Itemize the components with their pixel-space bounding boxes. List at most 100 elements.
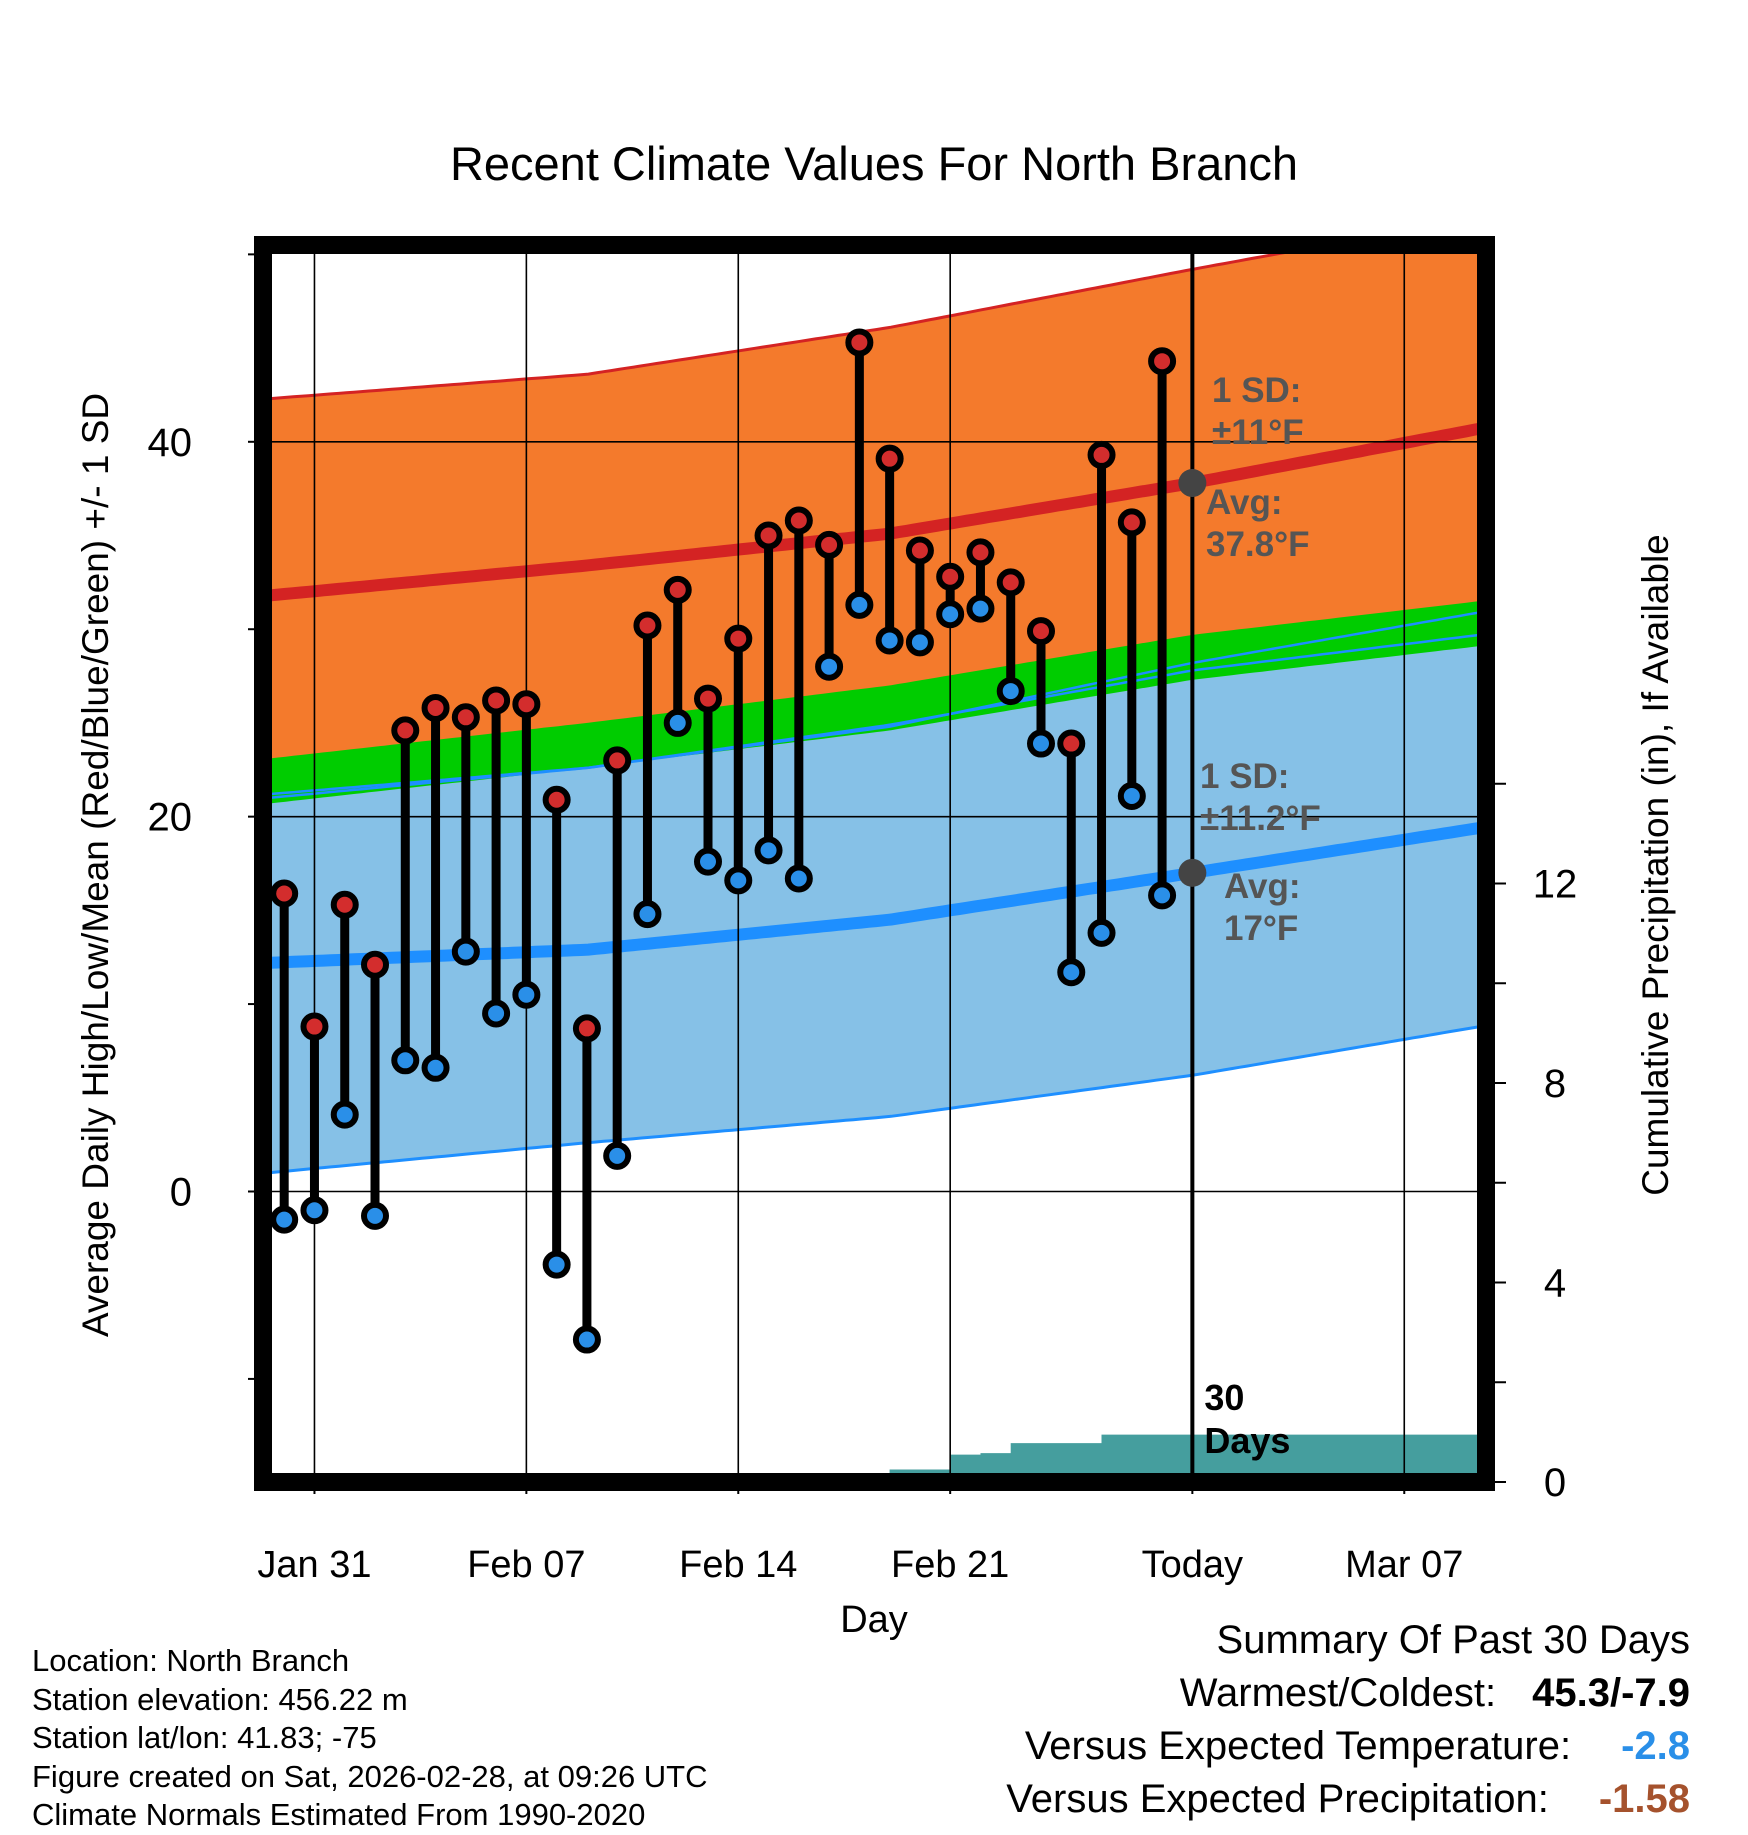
temp-row: Versus Expected Temperature: -2.8 (1006, 1724, 1690, 1777)
daily-high-point (1117, 508, 1146, 537)
x-tick-label: Feb 14 (679, 1544, 797, 1586)
daily-high-point (633, 611, 662, 640)
x-axis-label: Day (840, 1599, 908, 1641)
daily-high-point (482, 686, 511, 715)
daily-low-point (996, 677, 1025, 706)
high-avg-marker (1178, 469, 1207, 498)
daily-high-point (694, 684, 723, 713)
daily-high-point (542, 785, 571, 814)
daily-low-point (542, 1250, 571, 1279)
daily-high-point (572, 1014, 601, 1043)
daily-high-point (996, 568, 1025, 597)
high-avg-label-line-1: Avg: (1206, 483, 1282, 522)
daily-high-point (330, 890, 359, 919)
y2-tick-label: 0 (1544, 1461, 1566, 1505)
daily-high-point (784, 506, 813, 535)
y2-tick-label: 12 (1533, 862, 1578, 906)
daily-low-point (936, 600, 965, 629)
low-lower-sd-line (263, 1024, 1482, 1175)
low-avg-marker (1178, 858, 1207, 887)
today-days-number: 30 (1204, 1377, 1244, 1418)
daily-low-point (875, 626, 904, 655)
low-avg-label-line-2: 17°F (1224, 909, 1298, 948)
high-avg-label-line-2: 37.8°F (1206, 525, 1310, 564)
daily-low-point (966, 594, 995, 623)
daily-low-point (512, 980, 541, 1009)
daily-high-point (1148, 347, 1177, 376)
daily-low-point (633, 900, 662, 929)
daily-low-point (300, 1196, 329, 1225)
daily-high-point (1087, 440, 1116, 469)
plot-frame (254, 236, 1495, 1491)
daily-low-point (572, 1325, 601, 1354)
warm-cold-label: Warmest/Coldest: (1179, 1671, 1497, 1715)
daily-high-point (875, 444, 904, 473)
daily-high-point (300, 1012, 329, 1041)
daily-low-point (1057, 958, 1086, 987)
today-days-word: Days (1204, 1420, 1290, 1461)
x-tick-label: Mar 07 (1345, 1544, 1463, 1586)
daily-low-point (391, 1046, 420, 1075)
x-tick-label: Jan 31 (257, 1544, 371, 1586)
temp-label: Versus Expected Temperature: (1024, 1724, 1572, 1768)
mean-normal-band (263, 600, 1482, 805)
warm-cold-row: Warmest/Coldest: 45.3/-7.9 (1006, 1671, 1690, 1724)
high-sd-label-line-2: ±11°F (1212, 413, 1304, 452)
created-text: Figure created on Sat, 2026-02-28, at 09… (32, 1758, 708, 1794)
daily-low-point (330, 1100, 359, 1129)
daily-low-point (815, 652, 844, 681)
daily-high-point (754, 521, 783, 550)
precip-label: Versus Expected Precipitation: (1006, 1777, 1549, 1821)
daily-high-point (1026, 617, 1055, 646)
daily-high-point (391, 716, 420, 745)
location-text: Location: North Branch (32, 1643, 350, 1678)
chart-title: Recent Climate Values For North Branch (450, 137, 1298, 190)
daily-low-point (724, 866, 753, 895)
daily-low-point (270, 1205, 299, 1234)
daily-high-point (936, 562, 965, 591)
low-normal-band (263, 634, 1482, 1174)
precip-value: -1.58 (1598, 1777, 1690, 1821)
daily-low-point (361, 1201, 390, 1230)
y2-tick-label: 8 (1544, 1062, 1566, 1106)
temp-value: -2.8 (1621, 1724, 1690, 1768)
warm-cold-value: 45.3/-7.9 (1532, 1671, 1690, 1715)
normals-text: Climate Normals Estimated From 1990-2020 (32, 1797, 646, 1832)
x-tick-label: Today (1142, 1544, 1243, 1586)
y-axis-label: Average Daily High/Low/Mean (Red/Blue/Gr… (75, 393, 116, 1337)
daily-high-point (815, 530, 844, 559)
x-tick-label: Feb 07 (467, 1544, 585, 1586)
daily-low-point (421, 1053, 450, 1082)
y2-axis-label: Cumulative Precipitation (in), If Availa… (1635, 534, 1676, 1196)
daily-low-point (603, 1141, 632, 1170)
daily-high-point (603, 746, 632, 775)
daily-high-point (421, 693, 450, 722)
daily-low-point (451, 937, 480, 966)
daily-high-point (966, 538, 995, 567)
daily-low-point (694, 847, 723, 876)
y-tick-label: 0 (170, 1170, 192, 1214)
daily-high-point (845, 328, 874, 357)
station-info: Location: North Branch Station elevation… (32, 1642, 708, 1835)
daily-high-point (905, 536, 934, 565)
daily-low-point (1087, 918, 1116, 947)
low-sd-label-line-2: ±11.2°F (1200, 799, 1321, 838)
daily-low-point (1026, 729, 1055, 758)
summary-heading-row: Summary Of Past 30 Days (1006, 1618, 1690, 1671)
high-sd-label-line-1: 1 SD: (1212, 371, 1301, 410)
daily-low-point (1117, 782, 1146, 811)
daily-high-point (724, 624, 753, 653)
daily-high-point (512, 690, 541, 719)
daily-low-point (905, 628, 934, 657)
daily-high-point (270, 879, 299, 908)
daily-low-point (663, 708, 692, 737)
elevation-text: Station elevation: 456.22 m (32, 1681, 408, 1717)
low-sd-label-line-1: 1 SD: (1200, 757, 1289, 796)
daily-high-point (663, 575, 692, 604)
summary-heading: Summary Of Past 30 Days (1216, 1618, 1690, 1662)
y-tick-label: 20 (148, 796, 193, 840)
x-tick-label: Feb 21 (891, 1544, 1009, 1586)
y2-tick-label: 4 (1544, 1261, 1566, 1305)
precip-row: Versus Expected Precipitation: -1.58 (1006, 1777, 1690, 1830)
